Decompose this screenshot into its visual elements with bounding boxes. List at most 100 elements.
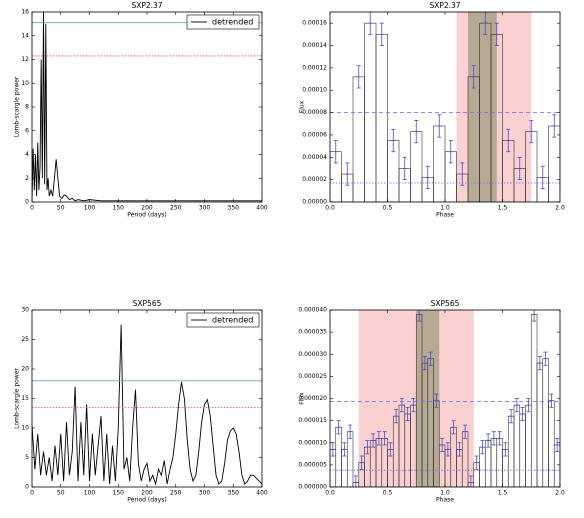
panel: 0 50 100 150 200 250 300 350 400 0 2 4 6 8 10 12 14 16 SXP…: [14, 1, 268, 219]
y-tick-label: 4: [25, 151, 29, 158]
y-tick-label: 0.00000: [302, 199, 327, 206]
x-tick-label: 1.5: [498, 205, 508, 212]
legend-label: detrended: [212, 18, 253, 27]
y-tick-label: 0.000015: [298, 417, 327, 424]
y-axis-label: Lomb-scargle power: [14, 76, 21, 137]
bar: [525, 404, 532, 487]
x-tick-label: 0: [30, 490, 34, 497]
y-axis-label: Lomb-scargle power: [14, 368, 21, 429]
legend: detrended: [186, 312, 260, 328]
chart-title: SXP565: [431, 299, 460, 308]
x-tick-label: 100: [84, 490, 96, 497]
x-tick-label: 1.0: [440, 205, 450, 212]
legend-label: detrended: [212, 316, 253, 325]
y-tick-label: 0.00012: [302, 64, 327, 71]
x-tick-label: 0.0: [325, 490, 335, 497]
x-tick-label: 400: [256, 205, 268, 212]
x-tick-label: 100: [84, 205, 96, 212]
y-tick-label: 0.00004: [302, 154, 327, 161]
y-axis-label: Flux: [299, 392, 306, 405]
y-tick-label: 0.00010: [302, 87, 327, 94]
x-tick-label: 50: [57, 490, 65, 497]
x-tick-label: 2.0: [555, 205, 565, 212]
chart-title: SXP2.37: [429, 1, 460, 10]
bar: [548, 400, 555, 487]
x-tick-label: 150: [113, 490, 125, 497]
x-axis-label: Period (days): [127, 212, 166, 219]
bar: [375, 34, 388, 202]
bar: [507, 415, 515, 487]
bar: [490, 438, 498, 487]
bar: [530, 314, 538, 487]
y-tick-label: 0: [25, 199, 29, 206]
y-tick-label: 25: [21, 336, 29, 343]
y-tick-label: 0.00006: [302, 131, 327, 138]
shaded-region: [468, 12, 497, 202]
y-tick-label: 5: [25, 454, 29, 461]
x-tick-label: 0: [30, 205, 34, 212]
y-tick-label: 0.00014: [302, 42, 327, 49]
y-tick-label: 0.000040: [298, 307, 327, 314]
series-line: [32, 324, 262, 486]
x-tick-label: 50: [57, 205, 65, 212]
bar: [513, 404, 521, 487]
y-tick-label: 0: [25, 484, 29, 491]
x-tick-label: 200: [141, 205, 153, 212]
y-tick-label: 10: [21, 80, 29, 87]
x-axis-label: Phase: [436, 497, 454, 504]
y-tick-label: 0.000000: [298, 484, 327, 491]
x-axis-label: Phase: [436, 212, 454, 219]
y-tick-label: 2: [25, 175, 29, 182]
x-tick-label: 350: [228, 205, 240, 212]
plot-frame: [31, 11, 263, 203]
x-tick-label: 250: [170, 490, 182, 497]
y-tick-label: 12: [21, 56, 29, 63]
bar: [519, 413, 526, 487]
x-tick-label: 350: [228, 490, 240, 497]
x-tick-label: 2.0: [555, 490, 565, 497]
x-tick-label: 1.0: [440, 490, 450, 497]
y-tick-label: 0.00002: [302, 176, 327, 183]
y-tick-label: 15: [21, 395, 29, 402]
panel: 0 50 100 150 200 250 300 350 400 0 5 10 15 20 25 30 SXP5…: [14, 299, 268, 504]
x-tick-label: 300: [199, 205, 211, 212]
bar: [536, 362, 544, 487]
y-tick-label: 0.000005: [298, 461, 327, 468]
chart-title: SXP2.37: [131, 1, 162, 10]
y-tick-label: 0.000025: [298, 373, 327, 380]
plot-area: [32, 12, 262, 202]
legend-box: [186, 312, 260, 328]
bar: [496, 438, 503, 487]
y-tick-label: 6: [25, 127, 29, 134]
y-tick-label: 20: [21, 366, 29, 373]
x-tick-label: 0.0: [325, 205, 335, 212]
x-tick-label: 250: [170, 205, 182, 212]
legend: detrended: [186, 14, 260, 30]
y-tick-label: 30: [21, 307, 29, 314]
x-tick-label: 0.5: [383, 490, 393, 497]
plot-area: [330, 310, 560, 487]
y-tick-label: 8: [25, 104, 29, 111]
legend-box: [186, 14, 260, 30]
y-tick-label: 16: [21, 9, 29, 16]
series-line: [32, 12, 262, 202]
bar: [542, 358, 549, 487]
x-tick-label: 150: [113, 205, 125, 212]
panel: 0.0 0.5 1.0 1.5 2.0 0.00000 0.00002 0.00004 0.00…: [299, 1, 565, 219]
panel: 0.0 0.5 1.0 1.5 2.0 0.000000 0.000005 0.000010 0…: [298, 299, 565, 504]
y-tick-label: 14: [21, 32, 29, 39]
x-axis-label: Period (days): [127, 497, 166, 504]
bar: [346, 431, 354, 487]
y-axis-label: Flux: [299, 100, 306, 113]
x-tick-label: 0.5: [383, 205, 393, 212]
chart-title: SXP565: [133, 299, 162, 308]
y-tick-label: 0.000010: [298, 439, 327, 446]
y-tick-label: 0.000030: [298, 351, 327, 358]
x-tick-label: 400: [256, 490, 268, 497]
plot-frame: [31, 309, 263, 488]
x-tick-label: 200: [141, 490, 153, 497]
bar: [335, 426, 342, 487]
plot-area: [330, 12, 560, 202]
plot-area: [32, 324, 262, 486]
